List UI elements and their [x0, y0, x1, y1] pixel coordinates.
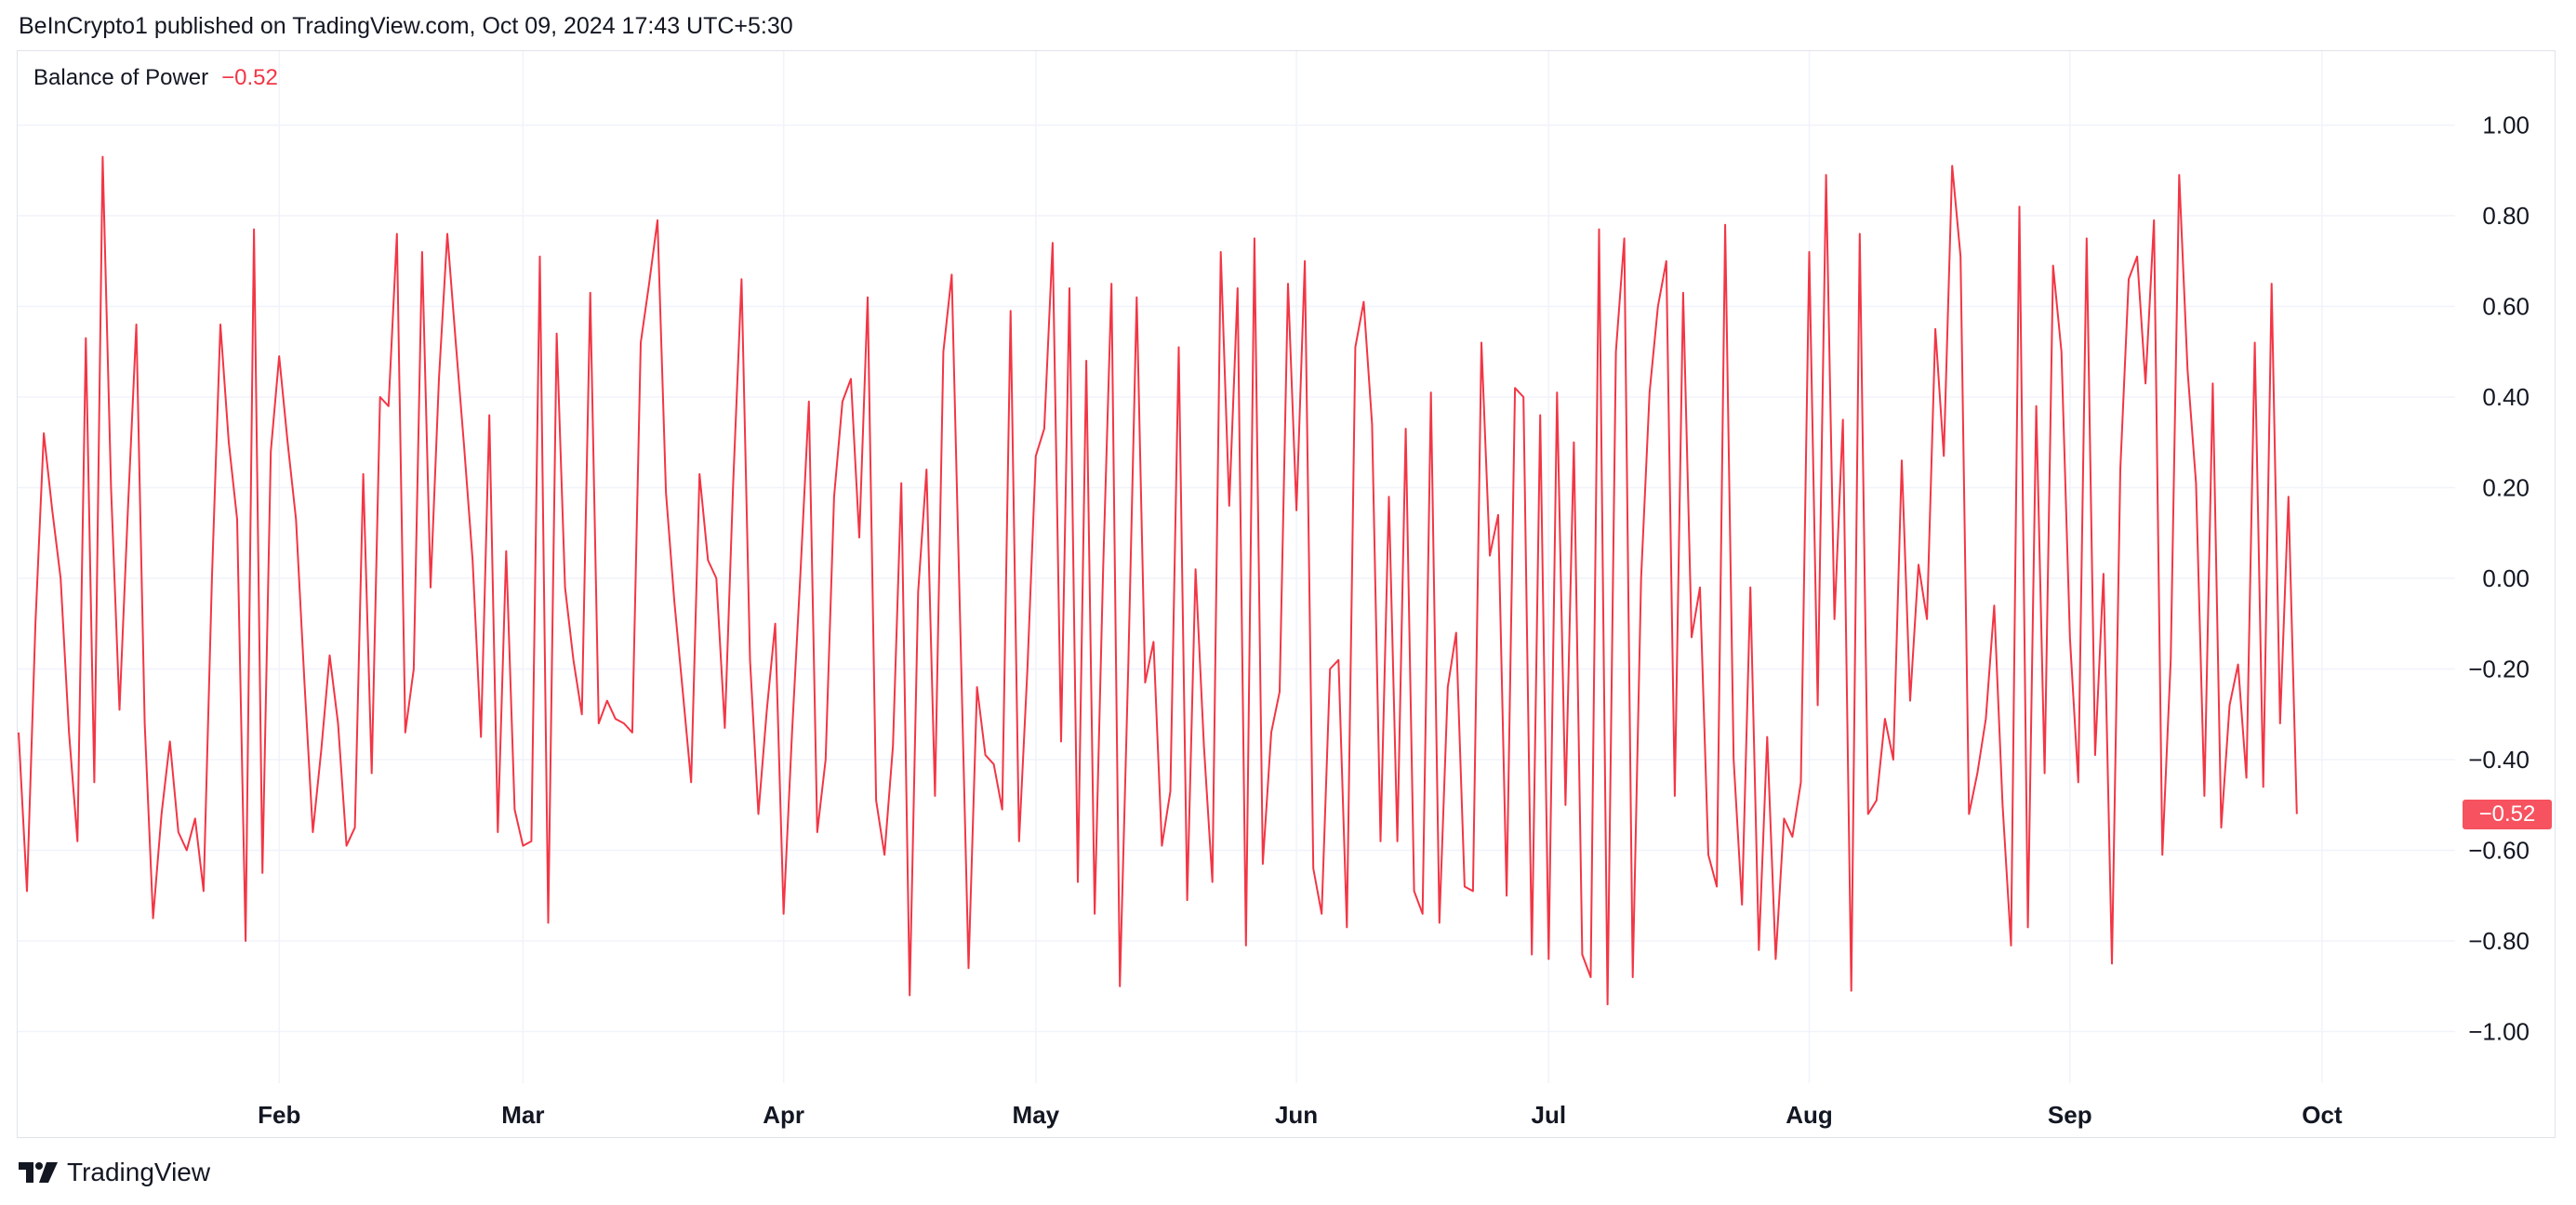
y-tick-label: −0.60 — [2468, 837, 2530, 865]
publisher-caption: BeInCrypto1 published on TradingView.com… — [19, 13, 793, 39]
last-value-tag: −0.52 — [2463, 799, 2552, 829]
y-tick-label: 1.00 — [2482, 112, 2530, 139]
chart-frame[interactable] — [17, 50, 2556, 1138]
x-tick-label-feb: Feb — [258, 1101, 300, 1129]
y-axis: 1.00 0.80 0.60 0.40 0.20 0.00 −0.20 −0.40 −0.60 −… — [2468, 112, 2530, 1046]
indicator-legend[interactable]: Balance of Power −0.52 — [33, 65, 278, 91]
x-tick-label-apr: Apr — [763, 1101, 804, 1129]
y-tick-label: −0.20 — [2468, 655, 2530, 683]
x-tick-label-jun: Jun — [1275, 1101, 1318, 1129]
tradingview-logo-icon — [19, 1162, 58, 1183]
indicator-value: −0.52 — [221, 65, 278, 90]
x-tick-label-oct: Oct — [2302, 1101, 2343, 1129]
grid-lines — [18, 51, 2455, 1083]
x-tick-label-sep: Sep — [2048, 1101, 2092, 1129]
y-tick-label: −0.80 — [2468, 927, 2530, 955]
footer-brand-label: TradingView — [67, 1158, 211, 1186]
series-line — [18, 155, 2298, 1006]
y-tick-label: −1.00 — [2468, 1018, 2530, 1046]
footer-brand[interactable]: TradingView — [19, 1158, 210, 1187]
x-tick-label-may: May — [1013, 1101, 1060, 1129]
y-tick-label: −0.40 — [2468, 746, 2530, 774]
y-tick-label: 0.00 — [2482, 564, 2530, 592]
x-axis: Feb Mar Apr May Jun Jul Aug Sep Oct — [258, 1101, 2343, 1129]
indicator-name: Balance of Power — [33, 65, 209, 90]
x-tick-label-mar: Mar — [501, 1101, 544, 1129]
y-tick-label: 0.80 — [2482, 202, 2530, 230]
balance-of-power-line — [18, 155, 2298, 1006]
x-tick-label-jul: Jul — [1531, 1101, 1566, 1129]
y-tick-label: 0.20 — [2482, 474, 2530, 502]
x-tick-label-aug: Aug — [1786, 1101, 1833, 1129]
y-tick-label: 0.60 — [2482, 293, 2530, 321]
y-tick-label: 0.40 — [2482, 383, 2530, 411]
